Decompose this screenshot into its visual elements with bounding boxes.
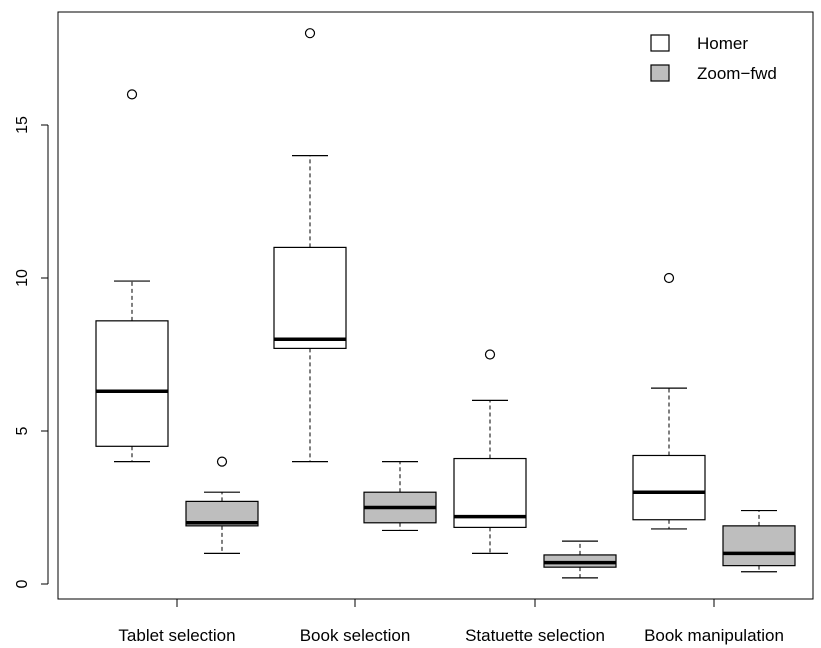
outlier-point (304, 28, 316, 39)
outlier-point (216, 456, 228, 467)
box (273, 28, 347, 463)
box (453, 349, 527, 555)
box-series (95, 28, 796, 579)
box-body (273, 246, 347, 349)
outlier-point (663, 272, 675, 284)
box (722, 509, 796, 573)
x-tick-label: Tablet selection (118, 626, 235, 645)
y-tick-label: 0 (14, 579, 31, 588)
y-axis: 0 5 10 15 (14, 116, 49, 588)
legend: Homer Zoom−fwd (650, 34, 777, 83)
y-tick-label: 15 (14, 116, 31, 134)
legend-swatch (650, 64, 670, 82)
legend-label: Zoom−fwd (697, 64, 777, 83)
box (95, 89, 169, 463)
box (632, 272, 706, 530)
x-tick-label: Book selection (300, 626, 411, 645)
y-tick-label: 10 (14, 269, 31, 287)
legend-swatch (650, 34, 670, 52)
legend-label: Homer (697, 34, 748, 53)
y-tick-label: 5 (14, 426, 31, 435)
box (543, 540, 617, 579)
box-body (95, 320, 169, 447)
x-tick-label: Statuette selection (465, 626, 605, 645)
box-body (722, 525, 796, 567)
outlier-point (484, 349, 496, 360)
box (363, 461, 437, 532)
x-tick-label: Book manipulation (644, 626, 784, 645)
box-body (632, 454, 706, 521)
outlier-point (126, 89, 138, 100)
x-axis: Tablet selection Book selection Statuette … (118, 598, 784, 645)
box (185, 456, 259, 555)
